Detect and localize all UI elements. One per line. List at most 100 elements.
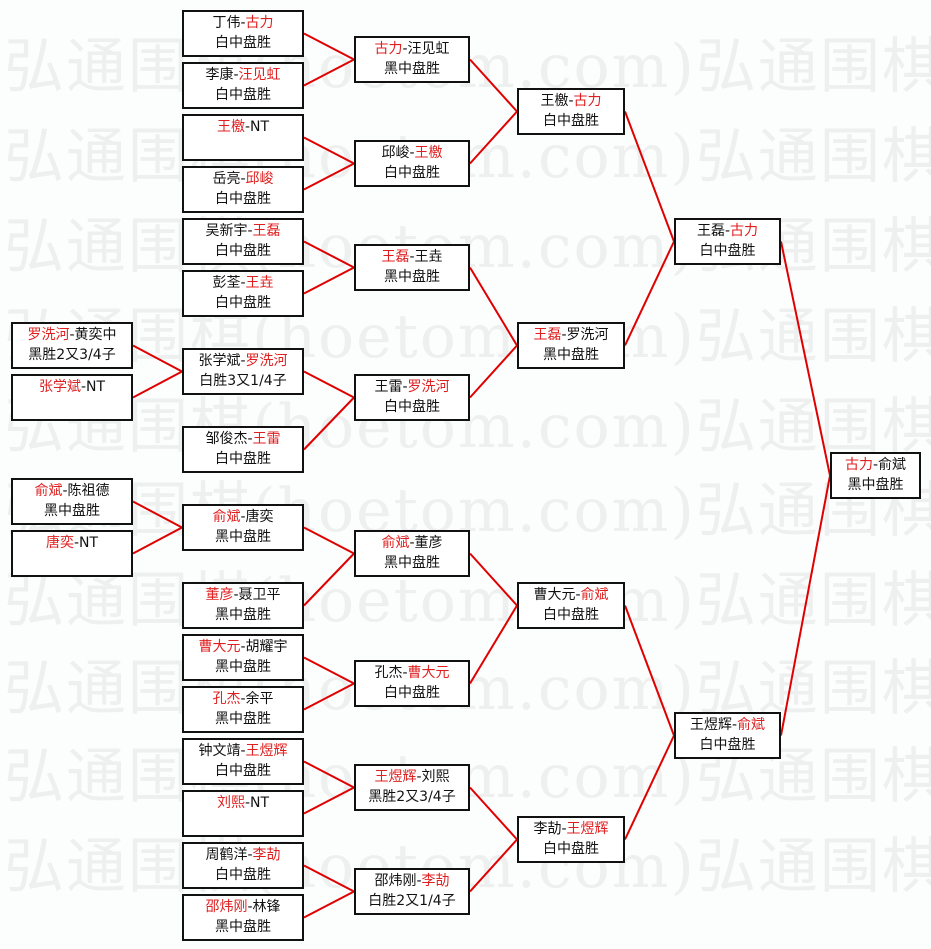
separator: -	[568, 93, 574, 109]
player-1: 俞斌	[212, 509, 241, 525]
match-box: 邵炜刚-林锋 黑中盘胜	[182, 894, 304, 941]
player-2: 陈祖德	[67, 483, 110, 499]
player-1: 邵炜刚	[205, 899, 248, 915]
bracket-connector	[469, 266, 518, 347]
match-box: 王磊-古力白中盘胜	[674, 218, 781, 265]
match-result: 白中盘胜	[543, 113, 599, 129]
player-1: 王磊	[696, 223, 725, 239]
match-players: 曹大元-俞斌	[519, 585, 623, 605]
match-box: 王磊-罗洗河 黑中盘胜	[517, 322, 625, 369]
player-1: 唐奕	[45, 535, 74, 551]
separator: -	[240, 691, 246, 707]
match-box: 李劼-王煜辉 白中盘胜	[517, 816, 625, 863]
match-players: 彭荃-王垚	[184, 273, 302, 293]
player-2: 罗洗河	[566, 327, 609, 343]
match-result: 白中盘胜	[215, 35, 271, 51]
bracket-connector	[303, 552, 355, 607]
match-players: 古力-俞斌	[832, 455, 919, 475]
player-1: 邵炜刚	[374, 873, 417, 889]
separator: -	[247, 223, 253, 239]
player-1: 王煜辉	[374, 769, 417, 785]
bracket-connector	[303, 760, 355, 789]
player-2: 李劼	[421, 873, 450, 889]
match-result: 白中盘胜	[215, 243, 271, 259]
match-players: 吴新宇-王磊	[184, 221, 302, 241]
match-players: 孔杰-曹大元	[356, 663, 468, 683]
match-players: 钟文靖-王煜辉	[184, 741, 302, 761]
separator: -	[872, 457, 879, 473]
match-result: 白中盘胜	[215, 451, 271, 467]
match-result: 白中盘胜	[215, 763, 271, 779]
match-box: 曹大元-胡耀宇 黑中盘胜	[182, 634, 304, 681]
separator: -	[240, 509, 246, 525]
match-players: 王檄-NT	[184, 117, 302, 137]
separator: -	[62, 483, 68, 499]
match-box: 岳亮-邱峻 白中盘胜	[182, 166, 304, 213]
separator: -	[561, 821, 567, 837]
match-box: 董彦-聂卫平 黑中盘胜	[182, 582, 304, 629]
separator: -	[240, 639, 246, 655]
match-result: 白中盘胜	[699, 737, 756, 753]
match-result: 白中盘胜	[699, 243, 756, 259]
player-2: 王雷	[252, 431, 281, 447]
player-2: 古力	[245, 15, 274, 31]
player-2: 余平	[245, 691, 274, 707]
match-result: 白中盘胜	[215, 87, 271, 103]
bracket-connector	[624, 735, 675, 840]
separator: -	[73, 535, 80, 551]
bracket-connector	[624, 111, 675, 242]
separator: -	[561, 327, 567, 343]
match-result: 白胜3又1/4子	[199, 373, 287, 389]
separator: -	[244, 795, 251, 811]
player-1: 吴新宇	[205, 223, 248, 239]
separator: -	[247, 431, 253, 447]
player-1: 古力	[844, 457, 873, 473]
match-result: 黑中盘胜	[215, 607, 271, 623]
match-players: 刘熙-NT	[184, 793, 302, 813]
player-2: 林锋	[252, 899, 281, 915]
player-1: 钟文靖	[198, 743, 241, 759]
match-result: 白中盘胜	[215, 867, 271, 883]
match-result: 黑中盘胜	[44, 503, 100, 519]
match-box: 邱峻-王檄 白中盘胜	[354, 140, 470, 187]
player-2: 古力	[730, 223, 759, 239]
player-2: 古力	[573, 93, 602, 109]
separator: -	[240, 171, 246, 187]
player-2: 罗洗河	[407, 379, 450, 395]
player-2: 俞斌	[878, 457, 907, 473]
bracket-connector	[469, 786, 518, 841]
match-players: 俞斌-陈祖德	[13, 481, 131, 501]
player-1: 丁伟	[212, 15, 241, 31]
match-result: 黑中盘胜	[215, 711, 271, 727]
match-box: 周鹤洋-李劼 白中盘胜	[182, 842, 304, 889]
bracket-connector	[303, 396, 355, 451]
match-box: 古力-汪见虹 黑中盘胜	[354, 36, 470, 83]
separator: -	[416, 873, 422, 889]
player-2: 曹大元	[407, 665, 450, 681]
match-result: 白中盘胜	[215, 295, 271, 311]
player-2: NT	[250, 119, 270, 135]
bracket-connector	[303, 890, 355, 919]
player-1: 罗洗河	[27, 327, 70, 343]
match-box: 孔杰-余平 黑中盘胜	[182, 686, 304, 733]
separator: -	[247, 899, 253, 915]
bracket-connector	[132, 370, 183, 399]
player-1: 周鹤洋	[205, 847, 248, 863]
player-2: NT	[79, 535, 99, 551]
player-1: 王磊	[381, 249, 410, 265]
watermark: 弘通围棋(hoetom.com)弘通围棋	[4, 566, 931, 636]
match-players: 王磊-罗洗河	[519, 325, 623, 345]
separator: -	[240, 15, 246, 31]
bracket-connector	[132, 344, 183, 373]
separator: -	[240, 275, 246, 291]
match-box: 邵炜刚-李劼 白胜2又1/4子	[354, 868, 470, 915]
bracket-connector	[780, 241, 831, 476]
match-box: 王磊-王垚 黑中盘胜	[354, 244, 470, 291]
bracket-connector	[469, 344, 518, 399]
match-box: 钟文靖-王煜辉白中盘胜	[182, 738, 304, 785]
match-players: 王磊-古力	[676, 221, 779, 241]
player-2: 王檄	[414, 145, 443, 161]
separator: -	[247, 847, 253, 863]
player-1: 邱峻	[381, 145, 410, 161]
